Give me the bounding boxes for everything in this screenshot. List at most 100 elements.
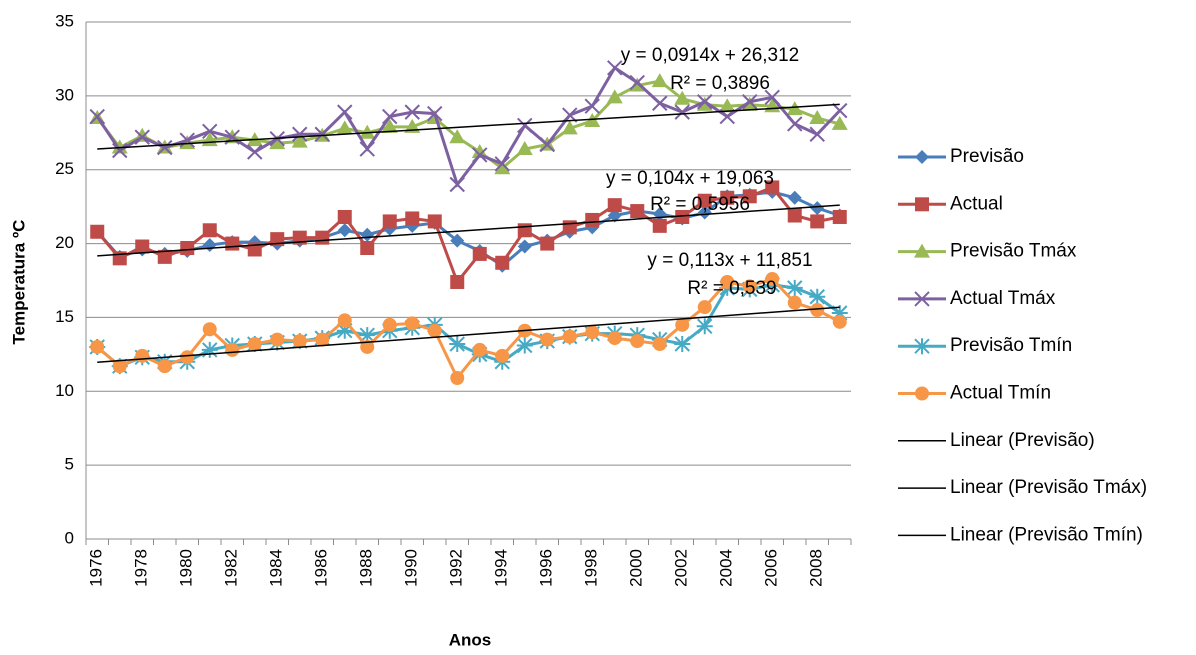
y-tick-label: 5 (65, 455, 74, 474)
marker (494, 156, 510, 172)
y-tick-label: 25 (55, 159, 74, 178)
marker (360, 241, 375, 256)
legend-label: Actual Tmáx (950, 288, 1056, 309)
marker (90, 224, 105, 239)
x-axis-title: Anos (449, 630, 492, 649)
marker (810, 303, 825, 318)
marker (337, 313, 352, 328)
trend-equation: y = 0,104x + 19,063 (606, 168, 774, 189)
marker (652, 95, 668, 111)
marker (404, 104, 420, 120)
marker (742, 189, 757, 204)
x-tick-label: 1992 (447, 549, 466, 587)
marker (202, 322, 217, 337)
marker (157, 359, 172, 374)
marker (202, 223, 217, 238)
y-tick-label: 20 (55, 233, 74, 252)
marker (697, 205, 712, 220)
marker (831, 304, 848, 321)
marker (517, 117, 533, 134)
marker (832, 314, 847, 329)
marker (450, 274, 465, 289)
legend-label: Previsão (950, 146, 1024, 167)
trend-r2: R² = 0,539 (687, 278, 776, 299)
marker (112, 359, 127, 374)
marker (179, 132, 195, 148)
marker (786, 279, 803, 296)
legend-entry: Previsão (898, 146, 1024, 167)
marker (201, 341, 218, 358)
marker (809, 110, 826, 125)
marker (360, 339, 375, 354)
marker (607, 60, 623, 76)
marker (697, 300, 712, 315)
y-tick-label: 15 (55, 307, 74, 326)
legend-label: Previsão Tmáx (950, 241, 1077, 262)
marker (720, 190, 735, 205)
marker (382, 214, 397, 229)
marker (135, 239, 150, 254)
trend-r2: R² = 0,5956 (650, 194, 750, 215)
marker (359, 141, 375, 157)
marker (516, 141, 533, 156)
legend-entry: Actual Tmín (898, 383, 1051, 404)
marker (180, 350, 195, 365)
legend-entry: Previsão Tmín (898, 335, 1072, 356)
marker (630, 204, 645, 219)
marker (720, 274, 735, 289)
marker (405, 211, 420, 226)
y-tick-label: 35 (55, 11, 74, 30)
marker (786, 101, 803, 116)
marker (809, 126, 825, 142)
series-line (95, 65, 841, 188)
marker (675, 209, 690, 224)
series-line (96, 283, 841, 368)
marker (674, 104, 690, 120)
x-tick-label: 1990 (402, 549, 421, 587)
marker (89, 108, 105, 125)
marker (517, 223, 532, 238)
marker (787, 208, 802, 223)
x-tick-label: 1998 (582, 549, 601, 587)
x-tick-label: 1976 (87, 549, 106, 587)
marker (450, 370, 465, 385)
marker (359, 327, 376, 344)
marker (382, 108, 398, 125)
marker (585, 325, 600, 340)
marker (382, 317, 397, 332)
marker (427, 105, 443, 122)
marker (675, 317, 690, 332)
marker (314, 126, 330, 142)
marker (427, 323, 442, 338)
marker (449, 336, 466, 353)
marker (915, 386, 929, 401)
marker (719, 98, 736, 113)
x-tick-label: 1978 (132, 549, 151, 587)
marker (202, 123, 218, 140)
marker (540, 236, 555, 251)
x-tick-label: 1980 (177, 549, 196, 587)
marker (427, 214, 442, 229)
series-line (96, 79, 841, 171)
marker (697, 94, 713, 110)
marker (381, 118, 398, 133)
marker (765, 272, 780, 287)
marker (652, 218, 667, 233)
marker (225, 236, 240, 251)
marker (157, 249, 172, 264)
x-tick-label: 2008 (807, 549, 826, 587)
series-line (96, 190, 841, 268)
marker (914, 291, 930, 307)
marker (336, 120, 353, 135)
marker (914, 338, 930, 355)
marker (179, 135, 196, 150)
marker (697, 193, 712, 208)
marker (696, 318, 713, 335)
marker (405, 316, 420, 331)
marker (337, 104, 353, 120)
legend-label: Previsão Tmín (950, 335, 1072, 356)
marker (471, 143, 488, 158)
x-tick-label: 2000 (627, 549, 646, 587)
marker (561, 120, 578, 135)
